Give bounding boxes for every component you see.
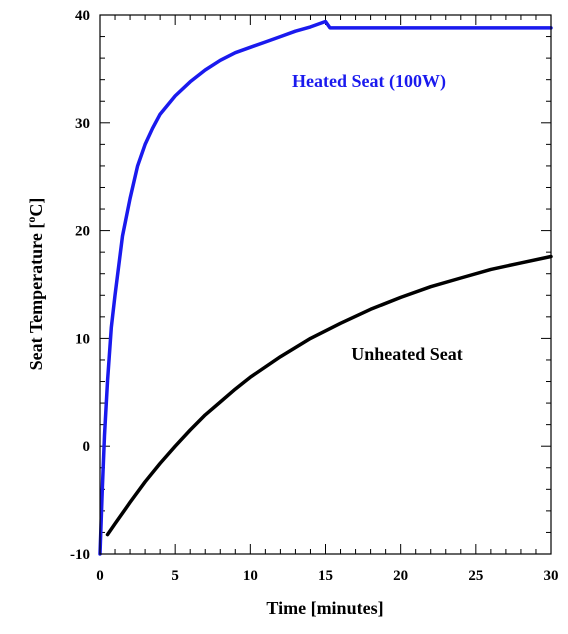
heated-seat-line	[98, 19, 553, 556]
unheated-seat-annotation: Unheated Seat	[351, 344, 463, 364]
y-tick-label: 20	[75, 224, 90, 240]
series-lines	[98, 19, 553, 556]
x-tick-label: 15	[318, 568, 333, 584]
unheated-seat-line	[105, 254, 553, 537]
plot-frame	[99, 14, 552, 555]
y-tick-label: 0	[83, 439, 91, 455]
y-tick-label: 10	[75, 331, 90, 347]
y-axis-title-superscript: o	[24, 217, 38, 223]
heated-seat-annotation: Heated Seat (100W)	[292, 71, 446, 92]
tick-marks	[99, 14, 552, 555]
y-axis-title: Seat Temperature [oC]	[24, 198, 46, 371]
x-tick-label: 25	[468, 568, 483, 584]
tick-labels: 0 5 10 15 20 25 30 -10 0 10 20 30 40	[70, 8, 559, 584]
y-tick-label: -10	[70, 547, 90, 563]
x-tick-label: 30	[544, 568, 559, 584]
y-axis-title-end: C]	[26, 198, 46, 217]
x-axis-title: Time [minutes]	[266, 598, 383, 618]
y-tick-label: 30	[75, 116, 90, 132]
y-axis-title-main: Seat Temperature [	[26, 223, 46, 371]
y-tick-label: 40	[75, 8, 90, 24]
x-tick-label: 20	[393, 568, 408, 584]
x-tick-label: 5	[171, 568, 179, 584]
x-tick-label: 10	[243, 568, 258, 584]
x-tick-label: 0	[96, 568, 104, 584]
